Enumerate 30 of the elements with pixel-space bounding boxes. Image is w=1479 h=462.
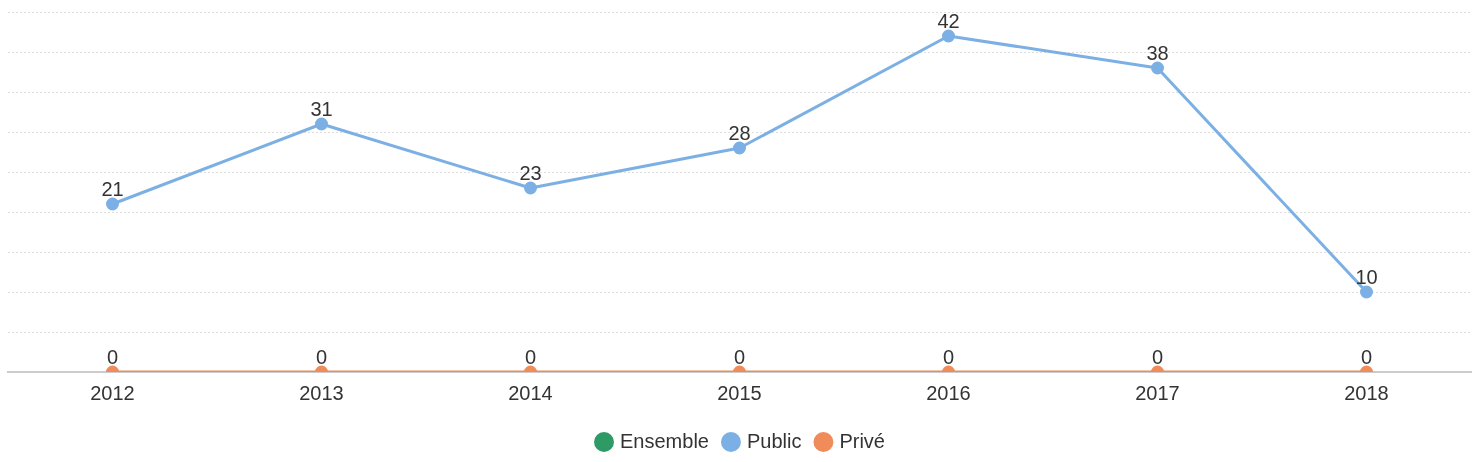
- x-tick-label: 2016: [926, 381, 971, 404]
- point: [942, 29, 955, 43]
- data-label: 21: [101, 177, 124, 200]
- point: [315, 117, 328, 131]
- data-label: 31: [310, 97, 333, 120]
- data-label: 0: [106, 345, 119, 368]
- point: [106, 197, 119, 211]
- x-tick-label: 2015: [717, 381, 762, 404]
- data-label: 10: [1355, 265, 1378, 288]
- legend-label: Ensemble: [620, 429, 709, 452]
- data-label: 0: [1360, 345, 1373, 368]
- point: [524, 181, 537, 195]
- data-label: 38: [1146, 41, 1169, 64]
- data-label: 42: [937, 9, 960, 32]
- x-tick-label: 2018: [1344, 381, 1389, 404]
- x-tick-label: 2013: [299, 381, 344, 404]
- data-label: 0: [942, 345, 955, 368]
- data-label: 0: [315, 345, 328, 368]
- legend-label: Privé: [839, 429, 885, 452]
- data-label: 28: [728, 121, 751, 144]
- data-label: 23: [519, 161, 542, 184]
- point: [733, 141, 746, 155]
- data-label: 0: [733, 345, 746, 368]
- data-label: 0: [1151, 345, 1164, 368]
- legend-label: Public: [746, 429, 802, 452]
- x-tick-label: 2014: [508, 381, 553, 404]
- point: [1151, 61, 1164, 75]
- x-tick-label: 2017: [1135, 381, 1180, 404]
- x-tick-label: 2012: [90, 381, 135, 404]
- data-label: 0: [524, 345, 537, 368]
